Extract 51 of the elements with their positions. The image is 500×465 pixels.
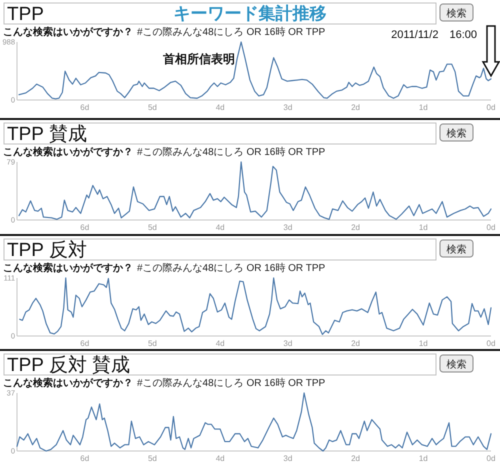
text: 検索 — [446, 358, 466, 370]
text: こんな検索はいかがですか？ — [3, 262, 133, 274]
x-tick-label: 5d — [148, 103, 157, 112]
x-tick-label: 2d — [351, 454, 360, 463]
line-series — [19, 277, 492, 336]
x-tick-label: 5d — [148, 454, 157, 463]
x-tick-label: 1d — [418, 103, 428, 112]
x-tick-label: 5d — [148, 223, 157, 232]
line-series — [18, 41, 492, 100]
chart-title: TPP 賛成 — [7, 124, 87, 145]
x-tick-label: 0d — [486, 339, 496, 348]
text: 検索 — [446, 8, 466, 20]
text: #この際みんな48にしろ OR 16時 OR TPP — [137, 262, 326, 274]
x-tick-label: 2d — [351, 103, 360, 112]
x-tick-label: 0d — [486, 103, 496, 112]
text: 検索 — [446, 128, 466, 140]
text: 2011/11/2 16:00 — [391, 29, 477, 41]
x-tick-label: 4d — [216, 339, 225, 348]
line-series — [16, 392, 492, 452]
text: #この際みんな48にしろ OR 16時 OR TPP — [137, 146, 326, 158]
x-tick-label: 4d — [216, 454, 225, 463]
text: こんな検索はいかがですか？ — [3, 146, 133, 158]
x-tick-label: 1d — [418, 223, 428, 232]
chart-title: TPP — [7, 4, 44, 25]
x-tick-label: 5d — [148, 339, 157, 348]
x-tick-label: 2d — [351, 223, 360, 232]
text: キーワード集計推移 — [174, 4, 326, 23]
x-tick-label: 6d — [80, 454, 90, 463]
x-tick-label: 1d — [418, 454, 428, 463]
x-tick-label: 4d — [216, 223, 225, 232]
x-tick-label: 4d — [216, 103, 225, 112]
x-tick-label: 0d — [486, 454, 496, 463]
text: 検索 — [446, 244, 466, 256]
x-tick-label: 0d — [486, 223, 496, 232]
text: こんな検索はいかがですか？ — [3, 377, 133, 389]
x-tick-label: 3d — [283, 223, 292, 232]
annotation: 首相所信表明 — [162, 52, 236, 66]
line-series — [18, 161, 492, 220]
x-tick-label: 3d — [283, 339, 292, 348]
x-tick-label: 3d — [283, 454, 292, 463]
text: #この際みんな48にしろ OR 16時 OR TPP — [137, 377, 326, 389]
text: #この際みんな48にしろ OR 16時 OR TPP — [137, 26, 326, 38]
x-tick-label: 6d — [80, 339, 90, 348]
x-tick-label: 6d — [80, 103, 90, 112]
chart-title: TPP 反対 — [7, 239, 87, 261]
chart-title: TPP 反対 賛成 — [7, 354, 130, 376]
x-tick-label: 2d — [351, 339, 360, 348]
x-tick-label: 3d — [283, 103, 292, 112]
text: こんな検索はいかがですか？ — [3, 26, 133, 38]
x-tick-label: 6d — [80, 223, 90, 232]
x-tick-label: 1d — [418, 339, 428, 348]
